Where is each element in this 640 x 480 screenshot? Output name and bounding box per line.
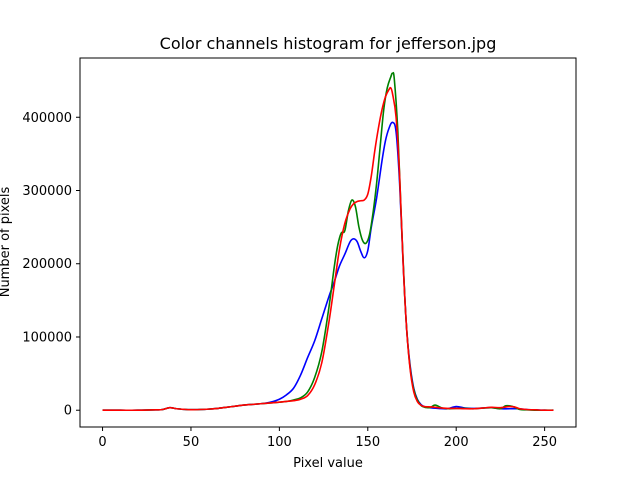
y-tick-label: 100000 bbox=[22, 330, 72, 345]
x-axis-label: Pixel value bbox=[293, 456, 363, 471]
chart-title: Color channels histogram for jefferson.j… bbox=[160, 34, 497, 53]
plot-area-frame bbox=[79, 57, 577, 428]
y-tick-label: 300000 bbox=[22, 184, 72, 199]
x-tick-label: 250 bbox=[532, 435, 557, 450]
y-tick-label: 0 bbox=[64, 404, 72, 419]
x-tick-label: 100 bbox=[267, 435, 292, 450]
y-tick-label: 400000 bbox=[22, 111, 72, 126]
ticks-layer: 0 50 100 150 200 250 0 100000 200000 300000 400000 bbox=[22, 111, 557, 450]
x-tick-label: 150 bbox=[355, 435, 380, 450]
series-layer bbox=[102, 71, 554, 412]
x-tick-label: 50 bbox=[183, 435, 200, 450]
series-line-0 bbox=[102, 121, 554, 412]
series-line-1 bbox=[102, 71, 554, 412]
y-axis-label: Number of pixels bbox=[0, 186, 13, 297]
x-tick-label: 200 bbox=[444, 435, 469, 450]
series-line-2 bbox=[102, 86, 554, 412]
x-tick-label: 0 bbox=[98, 435, 106, 450]
y-tick-label: 200000 bbox=[22, 257, 72, 272]
